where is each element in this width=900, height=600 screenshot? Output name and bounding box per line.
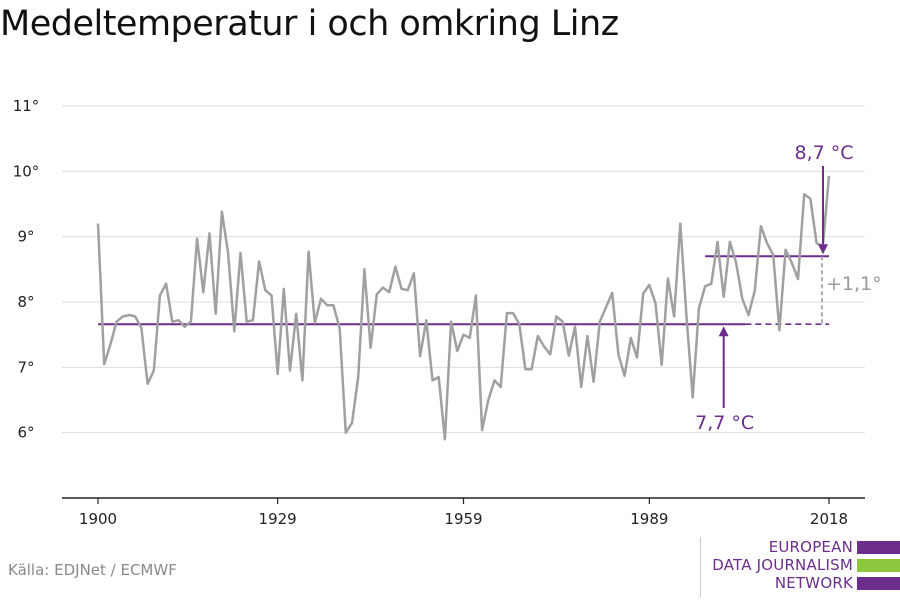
- y-tick-label: 10°: [13, 162, 40, 180]
- logo-line-1: EUROPEAN: [768, 538, 853, 556]
- logo-bar-1: [857, 541, 900, 554]
- x-tick-label: 1929: [259, 510, 297, 528]
- baseline-arrow-head: [718, 326, 729, 337]
- y-tick-label: 11°: [13, 97, 40, 115]
- y-tick-label: 7°: [17, 358, 34, 376]
- x-tick-label: 1900: [79, 510, 117, 528]
- y-tick-label: 6°: [17, 424, 34, 442]
- change-label: +1,1°: [826, 273, 882, 295]
- source-note: Källa: EDJNet / ECMWF: [8, 561, 177, 579]
- y-tick-label: 9°: [17, 228, 34, 246]
- y-tick-label: 8°: [17, 293, 34, 311]
- temperature-series-line: [96, 175, 831, 441]
- chart-title: Medeltemperatur i och omkring Linz: [0, 4, 619, 44]
- recent-arrow-head: [818, 244, 828, 255]
- recent-value-label: 8,7 °C: [794, 142, 853, 164]
- logo-bar-3: [857, 577, 900, 590]
- x-tick-label: 1989: [630, 510, 668, 528]
- logo-bar-2: [857, 559, 900, 572]
- edjnet-logo: EUROPEAN DATA JOURNALISM NETWORK: [700, 537, 900, 597]
- logo-line-2: DATA JOURNALISM: [712, 556, 853, 574]
- x-tick-label: 2018: [810, 510, 848, 528]
- baseline-value-label: 7,7 °C: [695, 412, 754, 434]
- x-tick-label: 1959: [444, 510, 482, 528]
- logo-line-3: NETWORK: [774, 574, 853, 592]
